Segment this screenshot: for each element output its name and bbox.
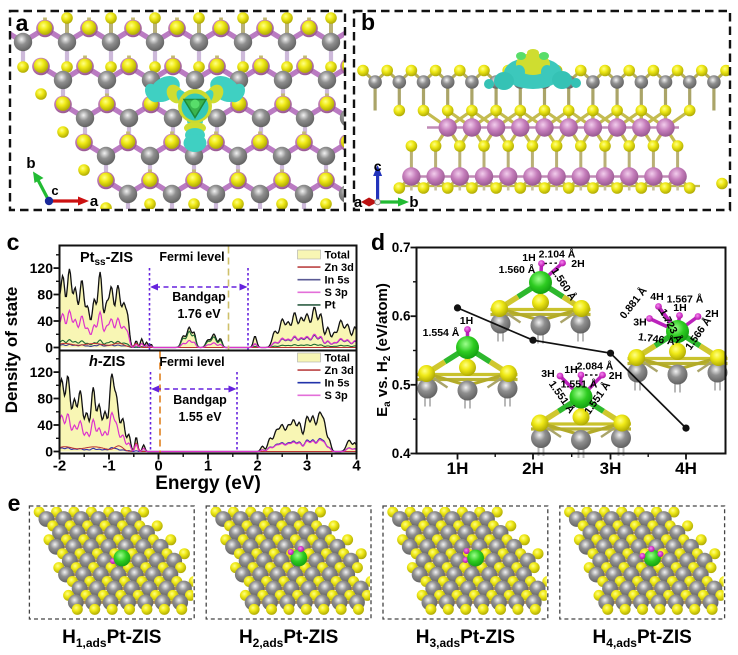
svg-text:1.551 Å: 1.551 Å (561, 378, 598, 391)
svg-text:e: e (8, 490, 21, 516)
svg-text:1.746 Å: 1.746 Å (637, 330, 676, 348)
svg-text:d: d (371, 229, 385, 255)
svg-text:3H: 3H (633, 317, 646, 329)
svg-text:3H: 3H (541, 368, 554, 380)
svg-text:Fermi level: Fermi level (159, 250, 224, 264)
svg-text:Zn 3d: Zn 3d (325, 262, 354, 274)
svg-text:a: a (354, 194, 363, 211)
svg-text:1.560 Å: 1.560 Å (499, 263, 536, 276)
svg-text:Zn 3d: Zn 3d (325, 365, 354, 377)
svg-text:b: b (361, 9, 375, 35)
svg-text:S 3p: S 3p (325, 287, 349, 299)
svg-text:b: b (26, 155, 35, 172)
svg-text:2.084 Å: 2.084 Å (577, 360, 614, 373)
svg-text:Ea vs. H2 (eV/atom): Ea vs. H2 (eV/atom) (374, 283, 393, 417)
svg-text:Total: Total (325, 249, 350, 261)
svg-text:80: 80 (37, 391, 53, 407)
svg-text:c: c (374, 158, 382, 174)
svg-text:In 5s: In 5s (325, 275, 350, 287)
svg-text:4H: 4H (650, 291, 663, 303)
svg-text:1H: 1H (522, 252, 535, 264)
svg-text:0: 0 (45, 340, 53, 356)
svg-text:Density of state: Density of state (2, 287, 21, 414)
svg-text:120: 120 (30, 364, 54, 380)
svg-text:a: a (90, 193, 99, 210)
svg-text:0.7: 0.7 (392, 240, 411, 255)
svg-text:1.567 Å: 1.567 Å (667, 293, 704, 306)
svg-text:Energy (eV): Energy (eV) (155, 473, 261, 494)
svg-text:1H: 1H (447, 459, 469, 478)
svg-text:120: 120 (30, 260, 54, 276)
svg-text:3H: 3H (600, 459, 622, 478)
svg-text:0: 0 (154, 458, 162, 475)
svg-text:4: 4 (352, 458, 361, 475)
svg-text:Fermi level: Fermi level (159, 355, 224, 369)
svg-text:2: 2 (253, 458, 261, 475)
svg-text:Pt: Pt (325, 300, 336, 312)
svg-text:Bandgap: Bandgap (173, 393, 227, 407)
svg-text:0.4: 0.4 (392, 446, 411, 461)
svg-text:h-ZIS: h-ZIS (89, 354, 126, 370)
svg-text:4H: 4H (675, 459, 697, 478)
svg-text:Bandgap: Bandgap (172, 290, 226, 304)
svg-text:1: 1 (204, 458, 212, 475)
svg-text:b: b (409, 194, 418, 211)
svg-text:1H: 1H (673, 302, 686, 314)
svg-text:80: 80 (37, 287, 53, 303)
svg-text:2H: 2H (571, 258, 584, 270)
svg-text:2H: 2H (522, 459, 544, 478)
svg-text:S 3p: S 3p (325, 390, 349, 402)
svg-text:c: c (7, 229, 20, 255)
svg-text:Ptss-ZIS: Ptss-ZIS (80, 250, 133, 268)
svg-text:0.6: 0.6 (392, 309, 411, 324)
svg-text:a: a (16, 10, 29, 36)
svg-text:-1: -1 (102, 458, 115, 475)
svg-text:1.76 eV: 1.76 eV (177, 307, 221, 321)
svg-text:Total: Total (325, 352, 350, 364)
svg-text:1H: 1H (460, 315, 473, 327)
svg-text:c: c (51, 183, 58, 198)
svg-text:1.55 eV: 1.55 eV (178, 410, 222, 424)
svg-text:3: 3 (303, 458, 311, 475)
svg-text:40: 40 (37, 313, 53, 329)
svg-text:-2: -2 (53, 458, 66, 475)
svg-text:40: 40 (37, 417, 53, 433)
svg-text:2H: 2H (705, 308, 718, 320)
svg-text:2H: 2H (609, 370, 622, 382)
svg-text:In 5s: In 5s (325, 378, 350, 390)
svg-text:2.104 Å: 2.104 Å (539, 248, 576, 261)
svg-text:1.554 Å: 1.554 Å (423, 326, 460, 339)
svg-text:0.5: 0.5 (392, 377, 411, 392)
svg-text:0: 0 (45, 444, 53, 460)
svg-text:1H: 1H (564, 364, 577, 376)
